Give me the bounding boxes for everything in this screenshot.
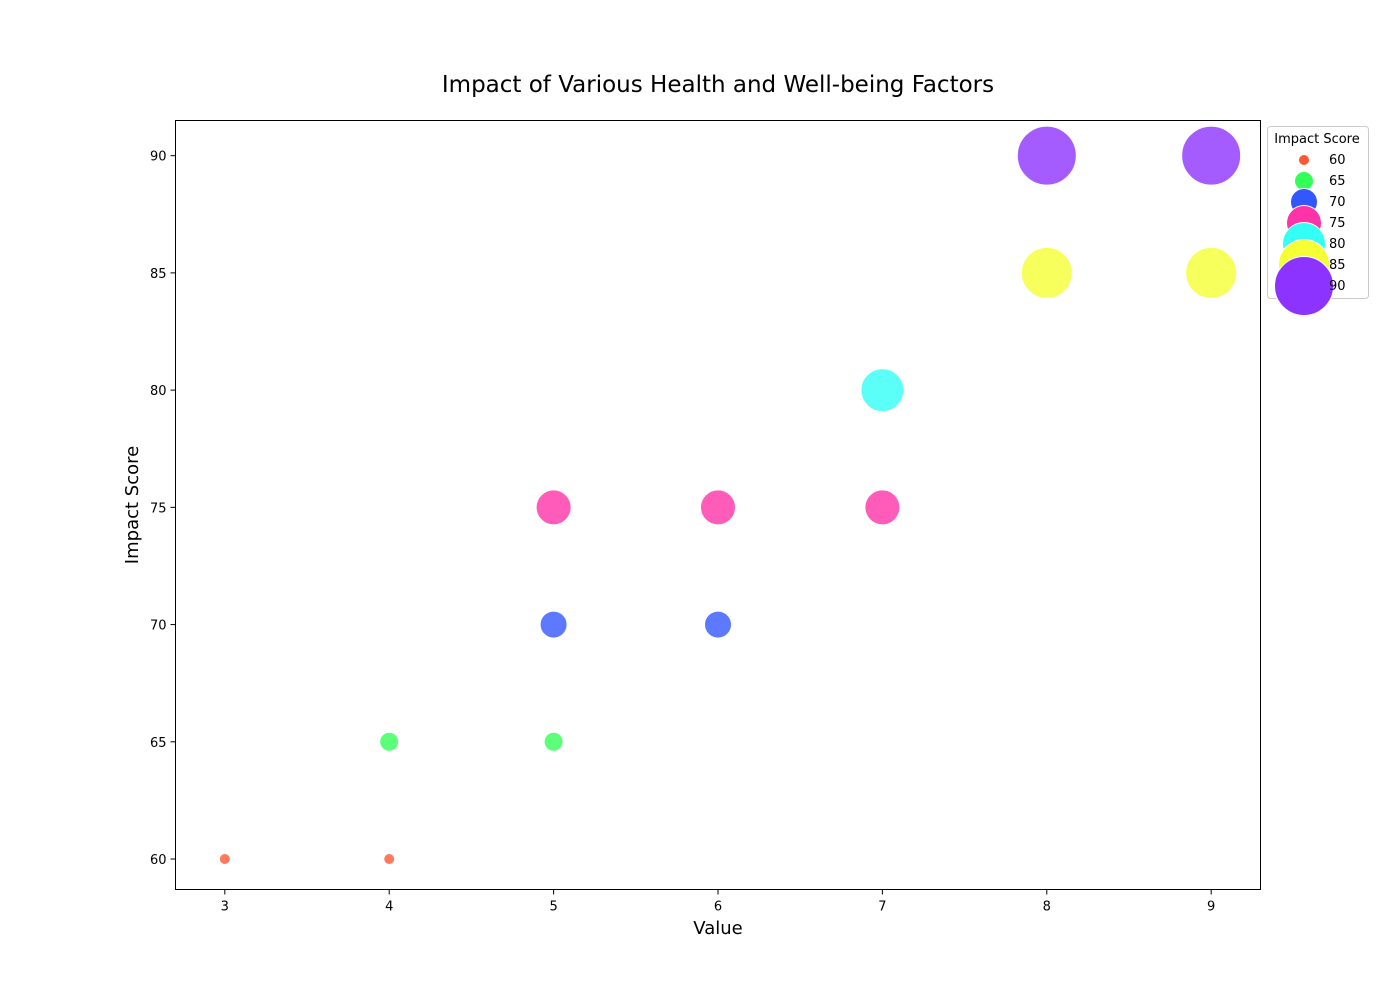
legend-title: Impact Score (1274, 132, 1360, 147)
legend-label: 60 (1329, 153, 1346, 168)
y-tick-label: 60 (150, 853, 167, 868)
data-point (543, 731, 564, 752)
data-point (1020, 246, 1073, 299)
data-point (860, 368, 905, 413)
x-tick-label: 4 (385, 900, 393, 915)
legend-marker (1274, 256, 1334, 316)
data-point (864, 489, 901, 526)
legend-label: 75 (1329, 216, 1346, 231)
x-tick-label: 8 (1043, 900, 1051, 915)
x-axis-label: Value (693, 918, 742, 939)
data-point (218, 853, 231, 866)
data-point (379, 731, 400, 752)
legend-label: 65 (1329, 174, 1346, 189)
chart-title: Impact of Various Health and Well-being … (442, 72, 994, 98)
data-point (1185, 246, 1238, 299)
x-axis: 3 4 5 6 7 8 9 (221, 889, 1215, 915)
y-tick-label: 70 (150, 619, 167, 634)
y-tick-label: 80 (150, 384, 167, 399)
data-point (383, 853, 396, 866)
y-axis: 60 65 70 75 80 85 90 (150, 150, 176, 868)
y-tick-label: 75 (150, 501, 167, 516)
x-tick-label: 6 (714, 900, 722, 915)
y-tick-label: 85 (150, 267, 167, 282)
x-tick-label: 9 (1207, 900, 1215, 915)
data-point (704, 610, 732, 639)
x-tick-label: 7 (878, 900, 886, 915)
data-points (218, 125, 1242, 866)
y-tick-label: 65 (150, 736, 167, 751)
legend-marker (1294, 171, 1314, 191)
x-tick-label: 5 (549, 900, 557, 915)
data-point (539, 610, 568, 639)
x-tick-label: 3 (221, 900, 229, 915)
data-point (535, 489, 572, 526)
y-axis-label: Impact Score (122, 446, 143, 564)
data-point (1181, 125, 1242, 186)
legend-label: 90 (1329, 279, 1346, 294)
data-point (700, 489, 736, 526)
legend-label: 70 (1329, 195, 1346, 210)
legend-label: 80 (1329, 237, 1346, 252)
legend-marker (1298, 154, 1310, 166)
data-point (1016, 125, 1077, 186)
legend: Impact Score 60 65 70 75 80 85 90 (1267, 126, 1369, 316)
legend-label: 85 (1329, 258, 1346, 273)
y-tick-label: 90 (150, 150, 167, 165)
